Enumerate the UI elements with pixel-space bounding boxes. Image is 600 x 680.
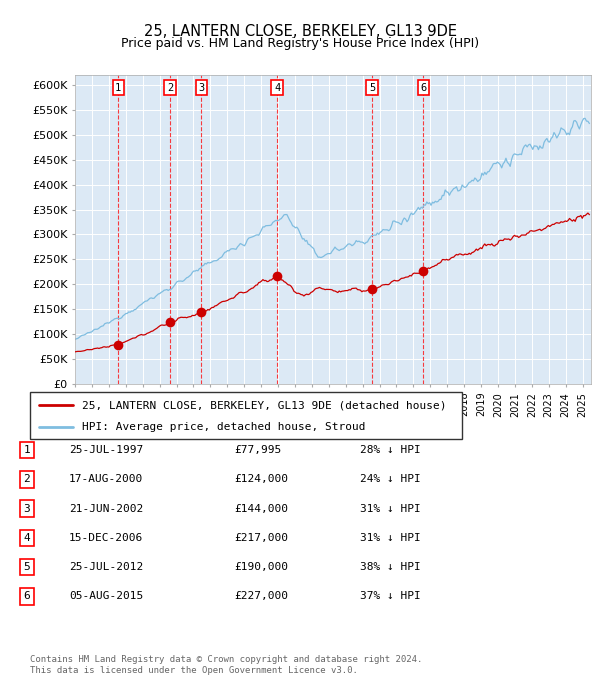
- Text: £124,000: £124,000: [234, 475, 288, 484]
- Text: £190,000: £190,000: [234, 562, 288, 572]
- Text: HPI: Average price, detached house, Stroud: HPI: Average price, detached house, Stro…: [82, 422, 365, 432]
- Text: 5: 5: [369, 82, 375, 92]
- Text: £227,000: £227,000: [234, 592, 288, 601]
- Text: 37% ↓ HPI: 37% ↓ HPI: [360, 592, 421, 601]
- FancyBboxPatch shape: [30, 392, 462, 439]
- Text: 17-AUG-2000: 17-AUG-2000: [69, 475, 143, 484]
- Text: £144,000: £144,000: [234, 504, 288, 513]
- Text: 2: 2: [23, 475, 31, 484]
- Text: 3: 3: [23, 504, 31, 513]
- Text: 25-JUL-2012: 25-JUL-2012: [69, 562, 143, 572]
- Text: 25, LANTERN CLOSE, BERKELEY, GL13 9DE: 25, LANTERN CLOSE, BERKELEY, GL13 9DE: [143, 24, 457, 39]
- Text: £217,000: £217,000: [234, 533, 288, 543]
- Text: 31% ↓ HPI: 31% ↓ HPI: [360, 504, 421, 513]
- Text: 15-DEC-2006: 15-DEC-2006: [69, 533, 143, 543]
- Text: 6: 6: [420, 82, 427, 92]
- Text: 38% ↓ HPI: 38% ↓ HPI: [360, 562, 421, 572]
- Text: 31% ↓ HPI: 31% ↓ HPI: [360, 533, 421, 543]
- Text: 1: 1: [23, 445, 31, 455]
- Text: 5: 5: [23, 562, 31, 572]
- Text: 3: 3: [198, 82, 205, 92]
- Text: Contains HM Land Registry data © Crown copyright and database right 2024.
This d: Contains HM Land Registry data © Crown c…: [30, 655, 422, 675]
- Text: 25, LANTERN CLOSE, BERKELEY, GL13 9DE (detached house): 25, LANTERN CLOSE, BERKELEY, GL13 9DE (d…: [82, 401, 446, 410]
- Text: 21-JUN-2002: 21-JUN-2002: [69, 504, 143, 513]
- Text: 05-AUG-2015: 05-AUG-2015: [69, 592, 143, 601]
- Text: 28% ↓ HPI: 28% ↓ HPI: [360, 445, 421, 455]
- Text: 24% ↓ HPI: 24% ↓ HPI: [360, 475, 421, 484]
- Text: 4: 4: [274, 82, 280, 92]
- Text: 25-JUL-1997: 25-JUL-1997: [69, 445, 143, 455]
- Text: 4: 4: [23, 533, 31, 543]
- Text: Price paid vs. HM Land Registry's House Price Index (HPI): Price paid vs. HM Land Registry's House …: [121, 37, 479, 50]
- Text: 1: 1: [115, 82, 121, 92]
- Text: 2: 2: [167, 82, 173, 92]
- Text: 6: 6: [23, 592, 31, 601]
- Text: £77,995: £77,995: [234, 445, 281, 455]
